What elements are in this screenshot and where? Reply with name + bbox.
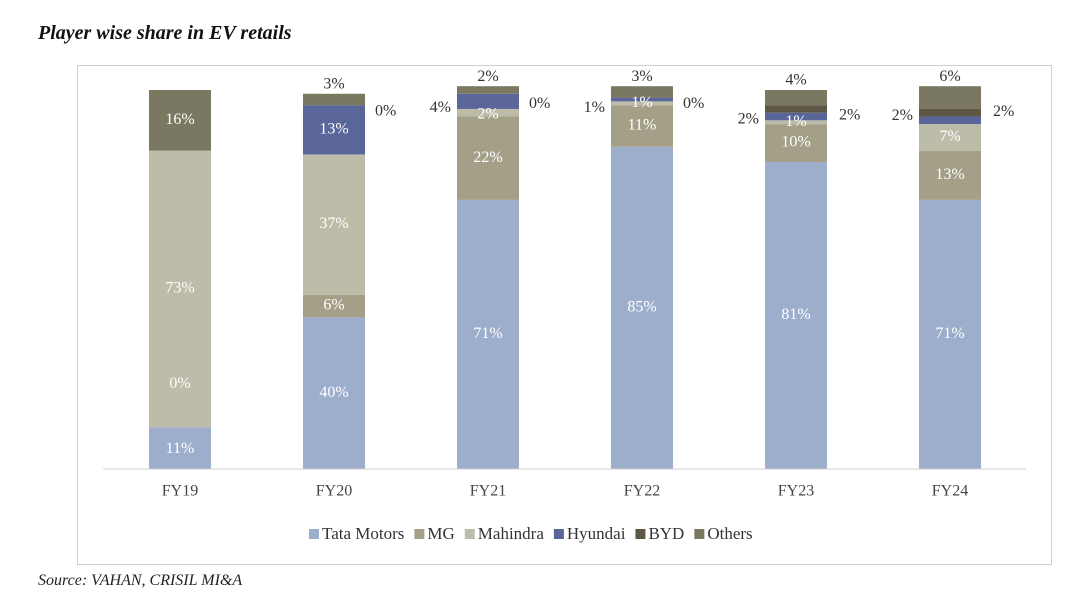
bar-others-fy23 [765, 90, 827, 106]
data-label-others-fy23: 4% [785, 72, 806, 89]
data-label-tata-motors-fy20: 40% [319, 384, 348, 401]
data-label-mahindra-fy23: 1% [785, 113, 806, 130]
bar-byd-fy24 [919, 108, 981, 117]
data-label-others-fy21: 2% [477, 68, 498, 85]
bar-mg-fy23 [765, 124, 827, 163]
data-label-mg-fy24: 13% [935, 166, 964, 183]
data-label-byd-fy21: 0% [529, 95, 550, 112]
legend-label-hyundai: Hyundai [567, 524, 626, 543]
data-label-others-fy20: 3% [323, 75, 344, 92]
bar-hyundai-fy20 [303, 105, 365, 155]
legend-label-others: Others [707, 524, 752, 543]
x-tick-labels: FY19 FY20 FY21 FY22 FY23 FY24 [162, 483, 968, 500]
legend-item-hyundai: Hyundai [553, 524, 626, 543]
bar-mahindra-fy22 [611, 101, 673, 106]
data-label-byd-fy22: 0% [683, 95, 704, 112]
data-label-others-fy22: 3% [631, 68, 652, 85]
data-label-mg-fy19: 0% [169, 375, 190, 392]
data-label-tata-motors-fy21: 71% [473, 325, 502, 342]
legend-label-byd: BYD [648, 524, 684, 543]
legend-label-mahindra: Mahindra [478, 524, 545, 543]
chart-frame [77, 65, 1052, 565]
data-label-tata-motors-fy24: 71% [935, 325, 964, 342]
bar-mg-fy24 [919, 150, 981, 200]
legend-swatch-mg [414, 529, 425, 539]
data-label-byd-fy24: 2% [993, 103, 1014, 120]
bar-others-fy24 [919, 86, 981, 109]
data-label-byd-fy23: 2% [839, 107, 860, 124]
bars-layer [149, 86, 981, 469]
data-label-tata-motors-fy22: 85% [627, 299, 656, 316]
bar-mahindra-fy19 [149, 150, 211, 428]
data-label-mahindra-fy20: 37% [319, 215, 348, 232]
legend-item-others: Others [694, 524, 753, 543]
legend-label-tata-motors: Tata Motors [322, 524, 404, 543]
x-tick-fy23: FY23 [778, 483, 814, 500]
legend-item-byd: BYD [635, 524, 684, 543]
bar-mg-fy21 [457, 116, 519, 200]
legend-swatch-tata-motors [309, 529, 319, 539]
legend-swatch-byd [635, 529, 646, 539]
bar-tata-motors-fy24 [919, 199, 981, 469]
bar-others-fy20 [303, 93, 365, 106]
bar-tata-motors-fy23 [765, 162, 827, 469]
data-label-mg-fy23: 10% [781, 134, 810, 151]
data-label-hyundai-fy22: 1% [584, 99, 605, 116]
data-label-tata-motors-fy23: 81% [781, 306, 810, 323]
data-label-hyundai-fy24: 2% [892, 107, 913, 124]
legend-item-mg: MG [414, 524, 455, 543]
x-tick-fy21: FY21 [470, 483, 506, 500]
data-label-mahindra-fy24: 7% [939, 128, 960, 145]
bar-others-fy21 [457, 86, 519, 94]
bar-others-fy22 [611, 86, 673, 98]
bar-mahindra-fy24 [919, 124, 981, 151]
legend-swatch-hyundai [553, 529, 564, 539]
data-label-mahindra-fy21: 2% [477, 105, 498, 122]
data-label-mg-fy20: 6% [323, 297, 344, 314]
legend-swatch-mahindra [464, 529, 475, 539]
data-label-tata-motors-fy19: 11% [166, 440, 195, 457]
data-label-others-fy24: 6% [939, 68, 960, 85]
data-label-mahindra-fy19: 73% [165, 280, 194, 297]
bar-hyundai-fy24 [919, 116, 981, 125]
bar-mahindra-fy20 [303, 154, 365, 295]
bar-byd-fy23 [765, 105, 827, 113]
data-label-hyundai-fy20: 13% [319, 120, 348, 137]
source-note: Source: VAHAN, CRISIL MI&A [38, 572, 243, 589]
bar-mahindra-fy21 [457, 108, 519, 117]
bar-tata-motors-fy20 [303, 317, 365, 469]
data-label-byd-fy20: 0% [375, 102, 396, 119]
bar-tata-motors-fy22 [611, 146, 673, 469]
bar-tata-motors-fy21 [457, 199, 519, 469]
bar-hyundai-fy23 [765, 112, 827, 121]
bar-tata-motors-fy19 [149, 427, 211, 469]
data-labels-layer: 11% 0% 73% 16% 40% 6% 37% 13% 0% 3% 71% 22% 2% 4% 0% 2%… [165, 68, 1014, 457]
bar-hyundai-fy21 [457, 93, 519, 109]
x-tick-fy24: FY24 [932, 483, 968, 500]
legend-swatch-others [694, 529, 705, 539]
bar-hyundai-fy22 [611, 97, 673, 102]
x-tick-fy19: FY19 [162, 483, 198, 500]
data-label-mg-fy21: 22% [473, 149, 502, 166]
bar-mg-fy20 [303, 294, 365, 318]
legend-label-mg: MG [427, 524, 454, 543]
data-label-mahindra-fy22: 1% [631, 94, 652, 111]
x-tick-fy22: FY22 [624, 483, 660, 500]
bar-mahindra-fy23 [765, 120, 827, 125]
x-tick-fy20: FY20 [316, 483, 352, 500]
legend-item-mahindra: Mahindra [464, 524, 545, 543]
data-label-mg-fy22: 11% [628, 117, 657, 134]
data-label-hyundai-fy23: 2% [738, 111, 759, 128]
legend-item-tata-motors: Tata Motors [309, 524, 404, 543]
bar-mg-fy22 [611, 105, 673, 147]
bar-others-fy19 [149, 90, 211, 151]
data-label-others-fy19: 16% [165, 111, 194, 128]
legend: Tata Motors MG Mahindra Hyundai BYD Others [309, 524, 753, 543]
chart-title: Player wise share in EV retails [38, 22, 292, 44]
data-label-hyundai-fy21: 4% [430, 99, 451, 116]
